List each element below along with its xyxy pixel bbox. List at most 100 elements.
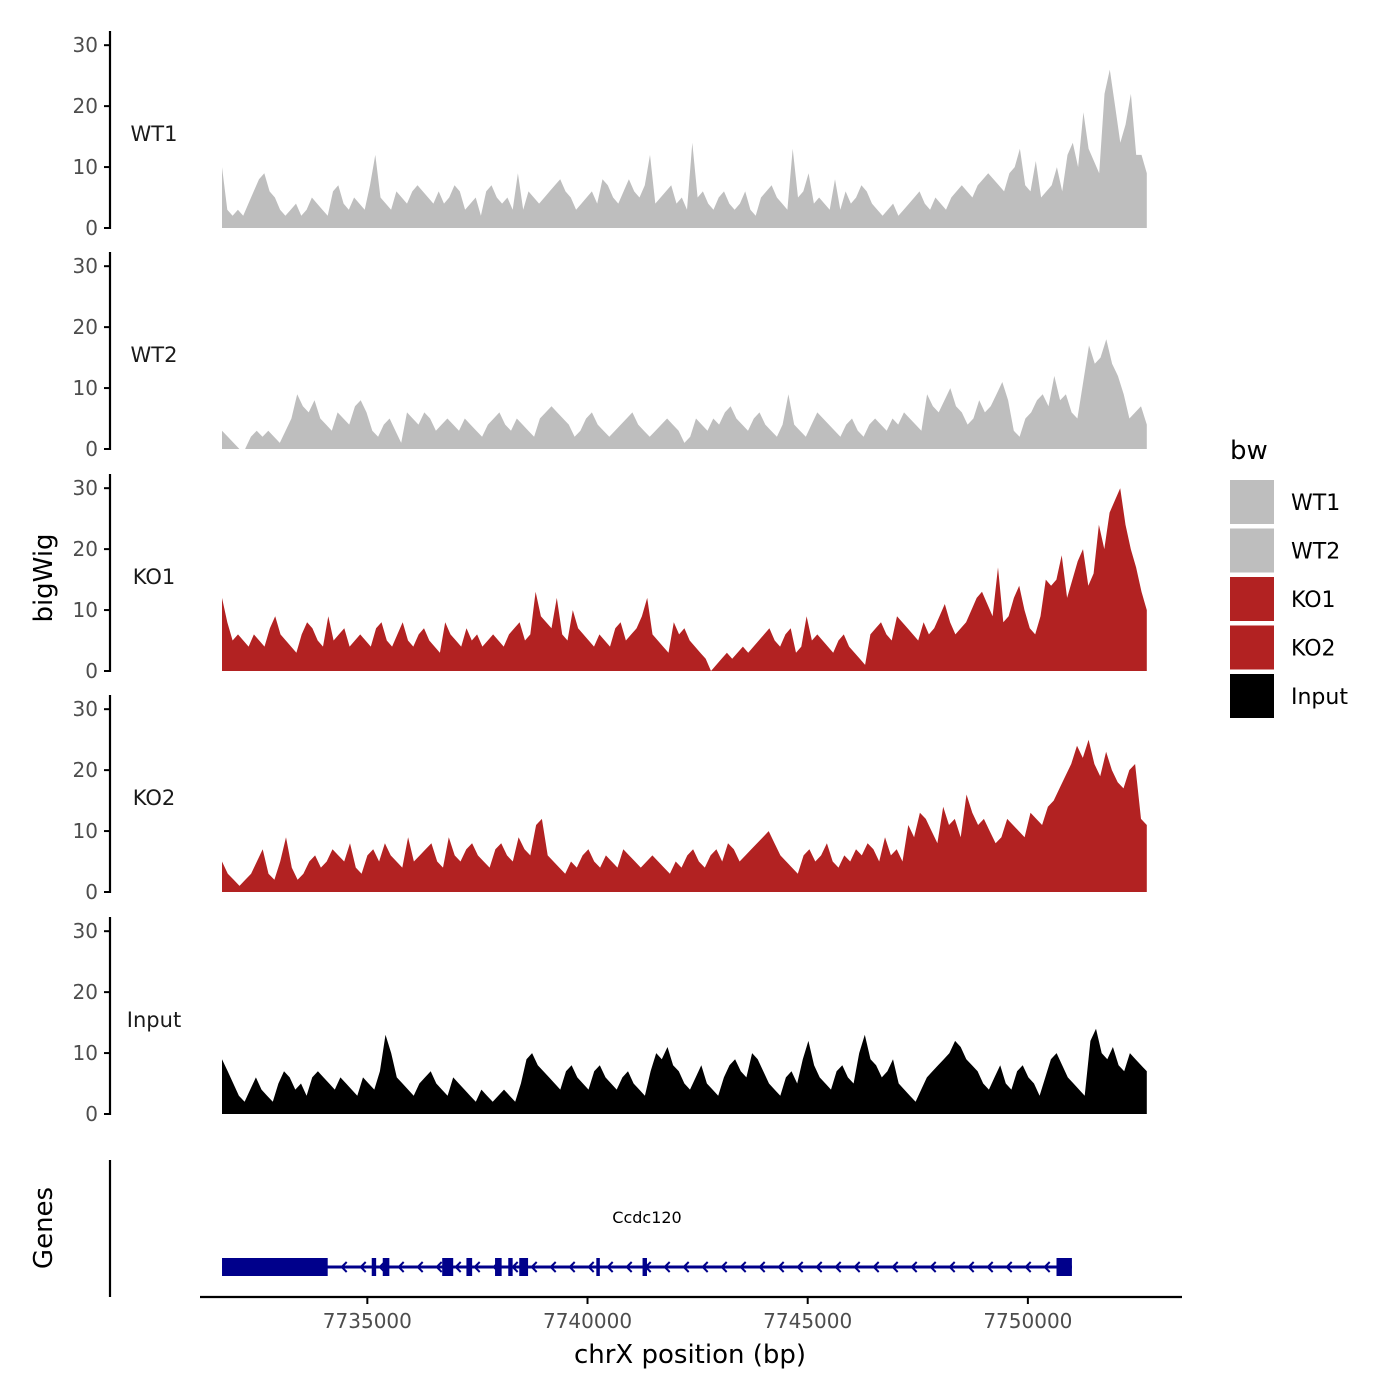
strand-arrow xyxy=(663,1261,671,1273)
legend-label-wt1: WT1 xyxy=(1291,491,1340,516)
legend-label-wt2: WT2 xyxy=(1291,540,1340,565)
gene-name-label: Ccdc120 xyxy=(612,1208,681,1227)
y-tick-label: 20 xyxy=(73,980,98,1004)
legend-swatch-wt1 xyxy=(1230,480,1274,524)
coverage-area-wt2 xyxy=(222,339,1147,449)
legend-label-ko2: KO2 xyxy=(1291,637,1336,662)
x-tick-label: 7750000 xyxy=(983,1309,1072,1333)
strand-arrow xyxy=(1043,1261,1051,1273)
strand-arrow xyxy=(530,1261,538,1273)
gene-exon xyxy=(382,1258,390,1276)
x-tick-label: 7745000 xyxy=(763,1309,852,1333)
x-tick-label: 7735000 xyxy=(323,1309,412,1333)
gene-exon xyxy=(466,1258,473,1276)
track-ko2: 0 10 20 30 KO2 xyxy=(73,695,1147,904)
y-tick-label: 0 xyxy=(85,880,98,904)
gene-exon xyxy=(508,1258,513,1276)
legend: bw WT1 WT2 KO1 KO2 Input xyxy=(1230,436,1348,718)
y-tick-label: 20 xyxy=(73,315,98,339)
y-tick-label: 0 xyxy=(85,1102,98,1126)
strand-arrow xyxy=(986,1261,994,1273)
track-wt2: 0 10 20 30 WT2 xyxy=(73,252,1147,461)
x-axis-label: chrX position (bp) xyxy=(574,1340,806,1370)
strand-arrow xyxy=(1005,1261,1013,1273)
strand-arrow xyxy=(777,1261,785,1273)
y-tick-label: 0 xyxy=(85,659,98,683)
track-ko1: 0 10 20 30 KO1 xyxy=(73,474,1147,683)
y-axis-label: bigWig xyxy=(29,533,59,622)
track-label-wt2: WT2 xyxy=(131,343,178,367)
strand-arrow xyxy=(758,1261,766,1273)
y-tick-label: 10 xyxy=(73,819,98,843)
track-wt1: 0 10 20 30 WT1 xyxy=(73,31,1147,240)
strand-arrow xyxy=(587,1261,595,1273)
coverage-area-wt1 xyxy=(222,69,1147,228)
strand-arrow xyxy=(549,1261,557,1273)
strand-arrow xyxy=(872,1261,880,1273)
strand-arrow xyxy=(435,1261,443,1273)
strand-arrow xyxy=(739,1261,747,1273)
coverage-area-ko1 xyxy=(222,488,1147,671)
legend-swatch-wt2 xyxy=(1230,528,1274,573)
strand-arrow xyxy=(853,1261,861,1273)
y-tick-label: 10 xyxy=(73,155,98,179)
strand-arrow xyxy=(511,1261,519,1273)
strand-arrow xyxy=(473,1261,481,1273)
y-tick-label: 10 xyxy=(73,1041,98,1065)
genes-panel: Genes Ccdc120 xyxy=(29,1160,1072,1297)
strand-arrow xyxy=(891,1261,899,1273)
strand-arrow xyxy=(625,1261,633,1273)
y-tick-label: 30 xyxy=(73,697,98,721)
coverage-area-ko2 xyxy=(222,739,1147,892)
legend-items: WT1 WT2 KO1 KO2 Input xyxy=(1230,480,1348,718)
strand-arrow xyxy=(834,1261,842,1273)
x-tick-label: 7740000 xyxy=(543,1309,632,1333)
y-tick-label: 30 xyxy=(73,254,98,278)
strand-arrow xyxy=(720,1261,728,1273)
gene-exon xyxy=(495,1258,502,1276)
strand-arrow xyxy=(967,1261,975,1273)
track-label-input: Input xyxy=(127,1008,181,1032)
y-tick-label: 0 xyxy=(85,216,98,240)
strand-arrow xyxy=(929,1261,937,1273)
strand-arrow xyxy=(606,1261,614,1273)
gene-exon xyxy=(442,1258,454,1276)
y-tick-label: 10 xyxy=(73,598,98,622)
strand-arrow xyxy=(796,1261,804,1273)
legend-swatch-ko2 xyxy=(1230,625,1274,670)
strand-arrow xyxy=(454,1261,462,1273)
gene-exon xyxy=(1056,1258,1072,1276)
gene-model xyxy=(222,1258,1072,1276)
y-tick-label: 20 xyxy=(73,94,98,118)
legend-label-ko1: KO1 xyxy=(1291,588,1336,613)
strand-arrow xyxy=(701,1261,709,1273)
genes-panel-label: Genes xyxy=(29,1187,59,1269)
strand-arrow xyxy=(416,1261,424,1273)
y-tick-label: 20 xyxy=(73,758,98,782)
track-label-wt1: WT1 xyxy=(131,122,178,146)
track-input: 0 10 20 30 Input xyxy=(73,917,1147,1126)
y-tick-label: 0 xyxy=(85,437,98,461)
legend-swatch-input xyxy=(1230,674,1274,718)
gene-exon xyxy=(642,1258,647,1276)
strand-arrow xyxy=(682,1261,690,1273)
coverage-tracks: 0 10 20 30 WT1 0 10 20 30 WT2 0 10 20 30 KO1 0 10 20 30 KO2… xyxy=(73,31,1147,1126)
strand-arrow xyxy=(397,1261,405,1273)
y-tick-label: 30 xyxy=(73,33,98,57)
y-tick-label: 20 xyxy=(73,537,98,561)
gene-exon xyxy=(371,1258,377,1276)
strand-arrow xyxy=(359,1261,367,1273)
x-axis: 7735000 7740000 7745000 7750000 xyxy=(200,1295,1182,1333)
y-tick-label: 30 xyxy=(73,919,98,943)
strand-arrow xyxy=(910,1261,918,1273)
gene-exon xyxy=(596,1258,600,1276)
strand-arrow xyxy=(340,1261,348,1273)
gene-exon xyxy=(519,1258,529,1276)
y-tick-label: 30 xyxy=(73,476,98,500)
strand-arrow xyxy=(815,1261,823,1273)
legend-label-input: Input xyxy=(1291,685,1348,710)
y-tick-label: 10 xyxy=(73,376,98,400)
strand-arrow xyxy=(568,1261,576,1273)
track-label-ko1: KO1 xyxy=(133,565,176,589)
